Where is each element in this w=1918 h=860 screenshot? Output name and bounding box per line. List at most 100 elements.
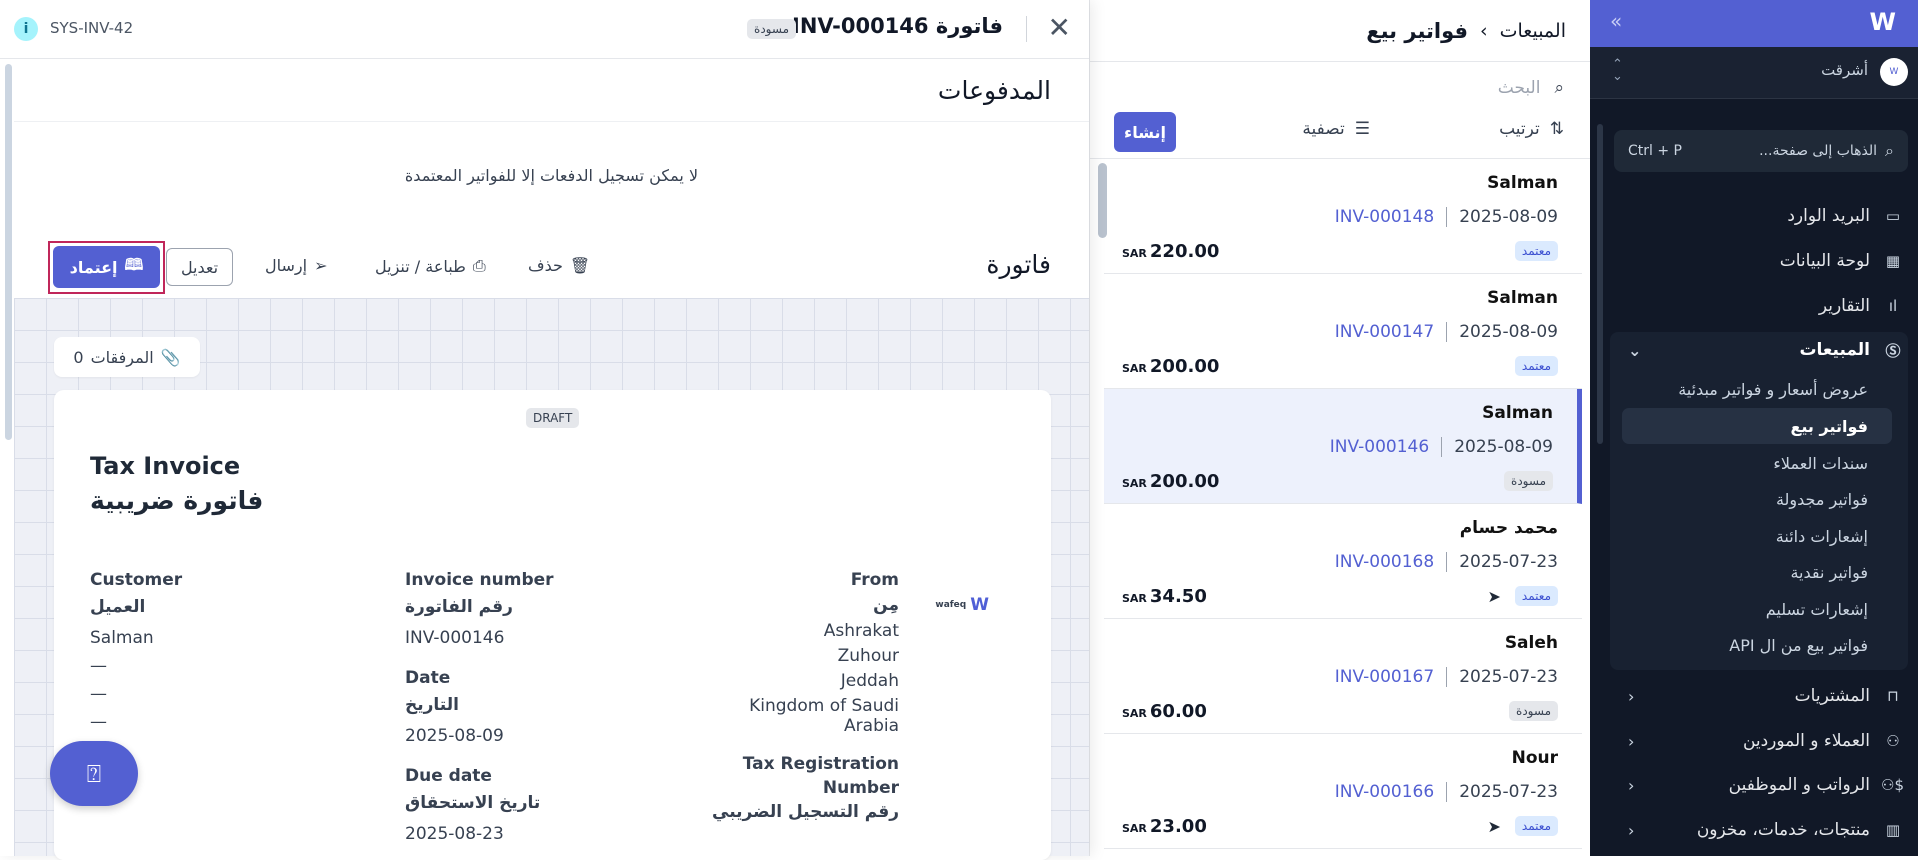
chevron-left-icon: ‹ [1628, 775, 1635, 795]
label: الرواتب و الموظفين [1728, 775, 1870, 795]
invoice-list-row[interactable]: Salman 2025-08-09 INV-000147 معتمد SAR 200… [1104, 274, 1582, 389]
customer-line: — [90, 712, 107, 732]
from-block: From مِن Ashrakat Zuhour Jeddah Kingdom … [639, 570, 899, 822]
chevron-down-icon: ⌄ [1628, 340, 1642, 360]
edit-button[interactable]: تعديل [166, 248, 233, 286]
sidebar-item-purchases[interactable]: ⊓ المشتريات ‹ [1614, 676, 1904, 716]
sub-item-api-invoices[interactable]: فواتير بيع من ال API [1729, 635, 1868, 655]
from-line: Jeddah [840, 671, 899, 691]
create-button[interactable]: إنشاء [1114, 112, 1176, 152]
label: المرفقات [90, 347, 154, 367]
from-line: Ashrakat [823, 621, 899, 641]
sub-item-quotes[interactable]: عروض أسعار و فواتير مبدئية [1678, 379, 1868, 399]
from-label: From [850, 570, 899, 590]
invoice-number[interactable]: INV-000146 [1329, 437, 1430, 457]
sort-button[interactable]: ⇅ ترتيب [1499, 119, 1564, 139]
search-shortcut: Ctrl + P [1628, 143, 1682, 159]
sub-item-customer-receipts[interactable]: سندات العملاء [1773, 453, 1868, 473]
from-line: Arabia [844, 716, 899, 736]
label: إعتماد [69, 257, 118, 277]
close-icon[interactable]: ✕ [1047, 11, 1071, 44]
customer-name: محمد حسام [1459, 518, 1558, 538]
sidebar-item-contacts[interactable]: ⚇ العملاء و الموردين ‹ [1614, 721, 1904, 761]
status-badge: معتمد [1514, 816, 1558, 836]
sort-icon: ⇅ [1549, 119, 1564, 139]
from-line: Zuhour [837, 646, 899, 666]
invoice-list-row[interactable]: Salman 2025-08-09 INV-000146 مسودة SAR 200… [1104, 389, 1582, 504]
sidebar-item-dashboard[interactable]: ▦ لوحة البيانات [1614, 241, 1904, 281]
invoice-list-row[interactable]: Saleh 2025-07-23 INV-000167 مسودة SAR 60.0… [1104, 619, 1582, 734]
currency: SAR [1122, 362, 1147, 375]
amount-value: 34.50 [1149, 586, 1207, 607]
org-switcher[interactable]: W أشرقت ⌃ ⌄ [1590, 47, 1918, 99]
from-label-ar: مِن [873, 595, 899, 615]
date-label: Date [405, 668, 451, 688]
list-search-input[interactable]: ⌕ البحث [1498, 78, 1564, 98]
system-id: SYS-INV-42 [50, 19, 134, 37]
delete-button[interactable]: 🗑 حذف [528, 256, 590, 275]
status-badge: مسودة [1509, 701, 1558, 721]
sidebar-scrollbar[interactable] [1597, 124, 1603, 444]
invoice-list-row[interactable]: محمد حسام 2025-07-23 INV-000168 معتمد ➤ SA… [1104, 504, 1582, 619]
invoice-number[interactable]: INV-000147 [1334, 322, 1435, 342]
print-download-button[interactable]: ⎙ طباعة / تنزيل [375, 256, 486, 276]
send-button[interactable]: ➢ إرسال [265, 256, 327, 275]
sub-item-credit-notes[interactable]: إشعارات دائنة [1775, 526, 1868, 546]
filter-icon: ☰ [1354, 119, 1370, 139]
invoice-number[interactable]: INV-000167 [1334, 667, 1435, 687]
search-placeholder: الذهاب إلى صفحة... [1759, 143, 1878, 159]
label: طباعة / تنزيل [375, 256, 466, 276]
label: المشتريات [1794, 686, 1870, 706]
sidebar-item-products[interactable]: ▥ منتجات، خدمات، مخزون ‹ [1614, 810, 1904, 850]
drawer-scrollbar[interactable] [5, 64, 12, 440]
sidebar-item-sales[interactable]: Ⓢ المبيعات ⌄ [1614, 330, 1904, 370]
approve-button[interactable]: 🕮 إعتماد [53, 246, 160, 288]
invoice-amount: SAR 220.00 [1122, 241, 1219, 262]
invoice-amount: SAR 23.00 [1122, 816, 1207, 837]
sub-item-sales-invoices[interactable]: فواتير بيع [1622, 408, 1892, 444]
breadcrumb-parent[interactable]: المبيعات [1499, 19, 1566, 42]
filter-button[interactable]: ☰ تصفية [1302, 119, 1370, 139]
currency: SAR [1122, 247, 1147, 260]
paperclip-icon: 📎 [160, 347, 181, 367]
org-avatar: W [1880, 58, 1908, 86]
attachments-count: 0 [73, 347, 84, 367]
sidebar-item-reports[interactable]: ıl التقارير [1614, 286, 1904, 326]
trn-label: Number [822, 778, 899, 798]
sub-item-cash-invoices[interactable]: فواتير نقدية [1790, 562, 1868, 582]
info-icon[interactable]: i [14, 17, 38, 41]
invoice-amount: SAR 60.00 [1122, 701, 1207, 722]
invoice-number[interactable]: INV-000166 [1334, 782, 1435, 802]
customer-name: Nour [1511, 748, 1558, 768]
breadcrumb: المبيعات › فواتير بيع [1090, 0, 1590, 62]
from-line: Kingdom of Saudi [749, 696, 899, 716]
list-scrollbar[interactable] [1098, 163, 1107, 238]
sidebar-item-inbox[interactable]: ▭ البريد الوارد [1614, 196, 1904, 236]
invoice-number[interactable]: INV-000168 [1334, 552, 1435, 572]
customer-line: — [90, 684, 107, 704]
status-badge: معتمد [1514, 356, 1558, 376]
invoice-list-panel: المبيعات › فواتير بيع ⌕ البحث ⇅ ترتيب ☰ تصف… [1089, 0, 1590, 856]
invoice-list-row[interactable]: Nour 2025-07-23 INV-000166 معتمد ➤ SAR 23.0… [1104, 734, 1582, 849]
divider [1026, 16, 1027, 42]
sidebar: W » W أشرقت ⌃ ⌄ ⌕ الذهاب إلى صفحة... Ctrl… [1590, 0, 1918, 856]
sales-group [1610, 332, 1908, 670]
divider [1446, 552, 1448, 572]
breadcrumb-current: فواتير بيع [1366, 18, 1469, 43]
collapse-sidebar-icon[interactable]: » [1610, 9, 1623, 33]
invoice-document: DRAFT Tax Invoice فاتورة ضريبية Customer… [54, 390, 1051, 860]
invoice-amount: SAR 200.00 [1122, 356, 1219, 377]
invoice-list-row[interactable]: Salman 2025-08-09 INV-000148 معتمد SAR 220… [1104, 159, 1582, 274]
amount-value: 220.00 [1149, 241, 1220, 262]
invoice-number[interactable]: INV-000148 [1334, 207, 1435, 227]
label: ترتيب [1499, 119, 1540, 139]
sub-item-delivery-notes[interactable]: إشعارات تسليم [1765, 599, 1868, 619]
amount-value: 60.00 [1149, 701, 1207, 722]
customer-name: Salman [1487, 288, 1558, 308]
attachments-button[interactable]: 📎 المرفقات 0 [54, 337, 200, 377]
sidebar-item-payroll[interactable]: $⚇ الرواتب و الموظفين ‹ [1614, 765, 1904, 805]
chevron-left-icon: ‹ [1628, 820, 1635, 840]
sub-item-scheduled[interactable]: فواتير مجدولة [1775, 489, 1868, 509]
help-button[interactable]: ⍰ [50, 741, 138, 806]
page-search-input[interactable]: ⌕ الذهاب إلى صفحة... Ctrl + P [1614, 130, 1908, 172]
